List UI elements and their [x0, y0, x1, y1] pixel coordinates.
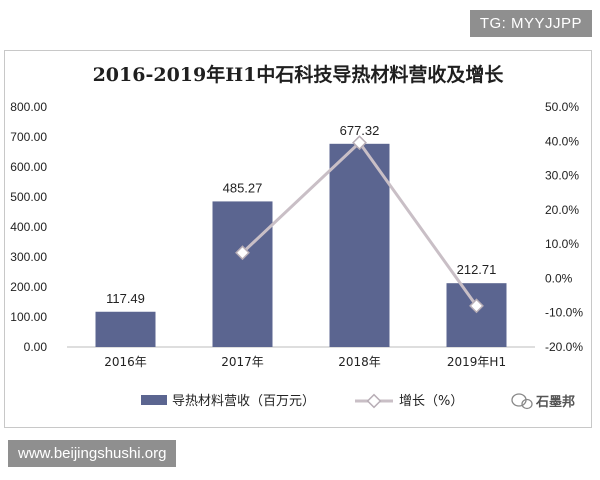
- y-left-tick-label: 300.00: [10, 250, 47, 264]
- bars-group: 117.49 485.27 677.32 212.71: [95, 123, 507, 347]
- x-category-label: 2018年: [338, 355, 381, 369]
- y-left-tick-label: 100.00: [10, 310, 47, 324]
- growth-line-group: [235, 135, 484, 314]
- y-right-tick-label: 20.0%: [545, 203, 579, 217]
- brand-chat-icon: [511, 393, 533, 410]
- y-left-tick-label: 600.00: [10, 160, 47, 174]
- x-category-label: 2017年: [221, 355, 264, 369]
- revenue-data-label: 117.49: [106, 291, 145, 306]
- revenue-bar: [329, 143, 390, 347]
- y-right-tick-label: 30.0%: [545, 169, 579, 183]
- revenue-bar: [212, 201, 273, 347]
- y-left-tick-label: 0.00: [24, 340, 48, 354]
- x-category-label: 2019年H1: [447, 355, 506, 369]
- chart-title: 2016-2019年H1中石科技导热材料营收及增长: [93, 63, 505, 86]
- revenue-bar: [446, 283, 507, 347]
- revenue-bar: [95, 311, 156, 347]
- legend-line-marker: [366, 393, 382, 409]
- legend-bar-label: 导热材料营收（百万元）: [172, 394, 315, 409]
- y-right-tick-label: 40.0%: [545, 134, 579, 148]
- growth-marker: [235, 245, 250, 261]
- x-category-label: 2016年: [104, 355, 147, 369]
- revenue-data-label: 212.71: [457, 262, 497, 277]
- y-right-tick-label: -10.0%: [545, 306, 583, 320]
- watermark-top: TG: MYYJJPP: [469, 10, 592, 37]
- chart-frame: 2016-2019年H1中石科技导热材料营收及增长 0.00 100.00 200.…: [4, 50, 592, 428]
- y-left-tick-label: 400.00: [10, 220, 47, 234]
- y-right-tick-label: 0.0%: [545, 271, 573, 285]
- legend-line-label: 增长（%）: [399, 394, 463, 409]
- y-right-tick-label: 10.0%: [545, 237, 579, 251]
- legend: 导热材料营收（百万元） 增长（%） 石墨邦: [141, 393, 575, 410]
- y-left-tick-label: 800.00: [10, 100, 47, 114]
- y-right-tick-label: -20.0%: [545, 340, 583, 354]
- brand-name: 石墨邦: [535, 394, 575, 410]
- revenue-data-label: 677.32: [340, 123, 380, 138]
- y-left-tick-label: 700.00: [10, 130, 47, 144]
- legend-bar-swatch: [141, 395, 167, 405]
- y-left-tick-label: 200.00: [10, 280, 47, 294]
- chart-svg: 2016-2019年H1中石科技导热材料营收及增长 0.00 100.00 200.…: [10, 63, 583, 410]
- growth-marker: [352, 135, 367, 151]
- y-left-tick-label: 500.00: [10, 190, 47, 204]
- axes-group: 0.00 100.00 200.00 300.00 400.00 500.00 600.00…: [10, 100, 583, 369]
- watermark-bottom: www.beijingshushi.org: [8, 440, 177, 467]
- revenue-data-label: 485.27: [223, 180, 263, 195]
- growth-marker: [469, 298, 484, 314]
- y-right-tick-label: 50.0%: [545, 100, 579, 114]
